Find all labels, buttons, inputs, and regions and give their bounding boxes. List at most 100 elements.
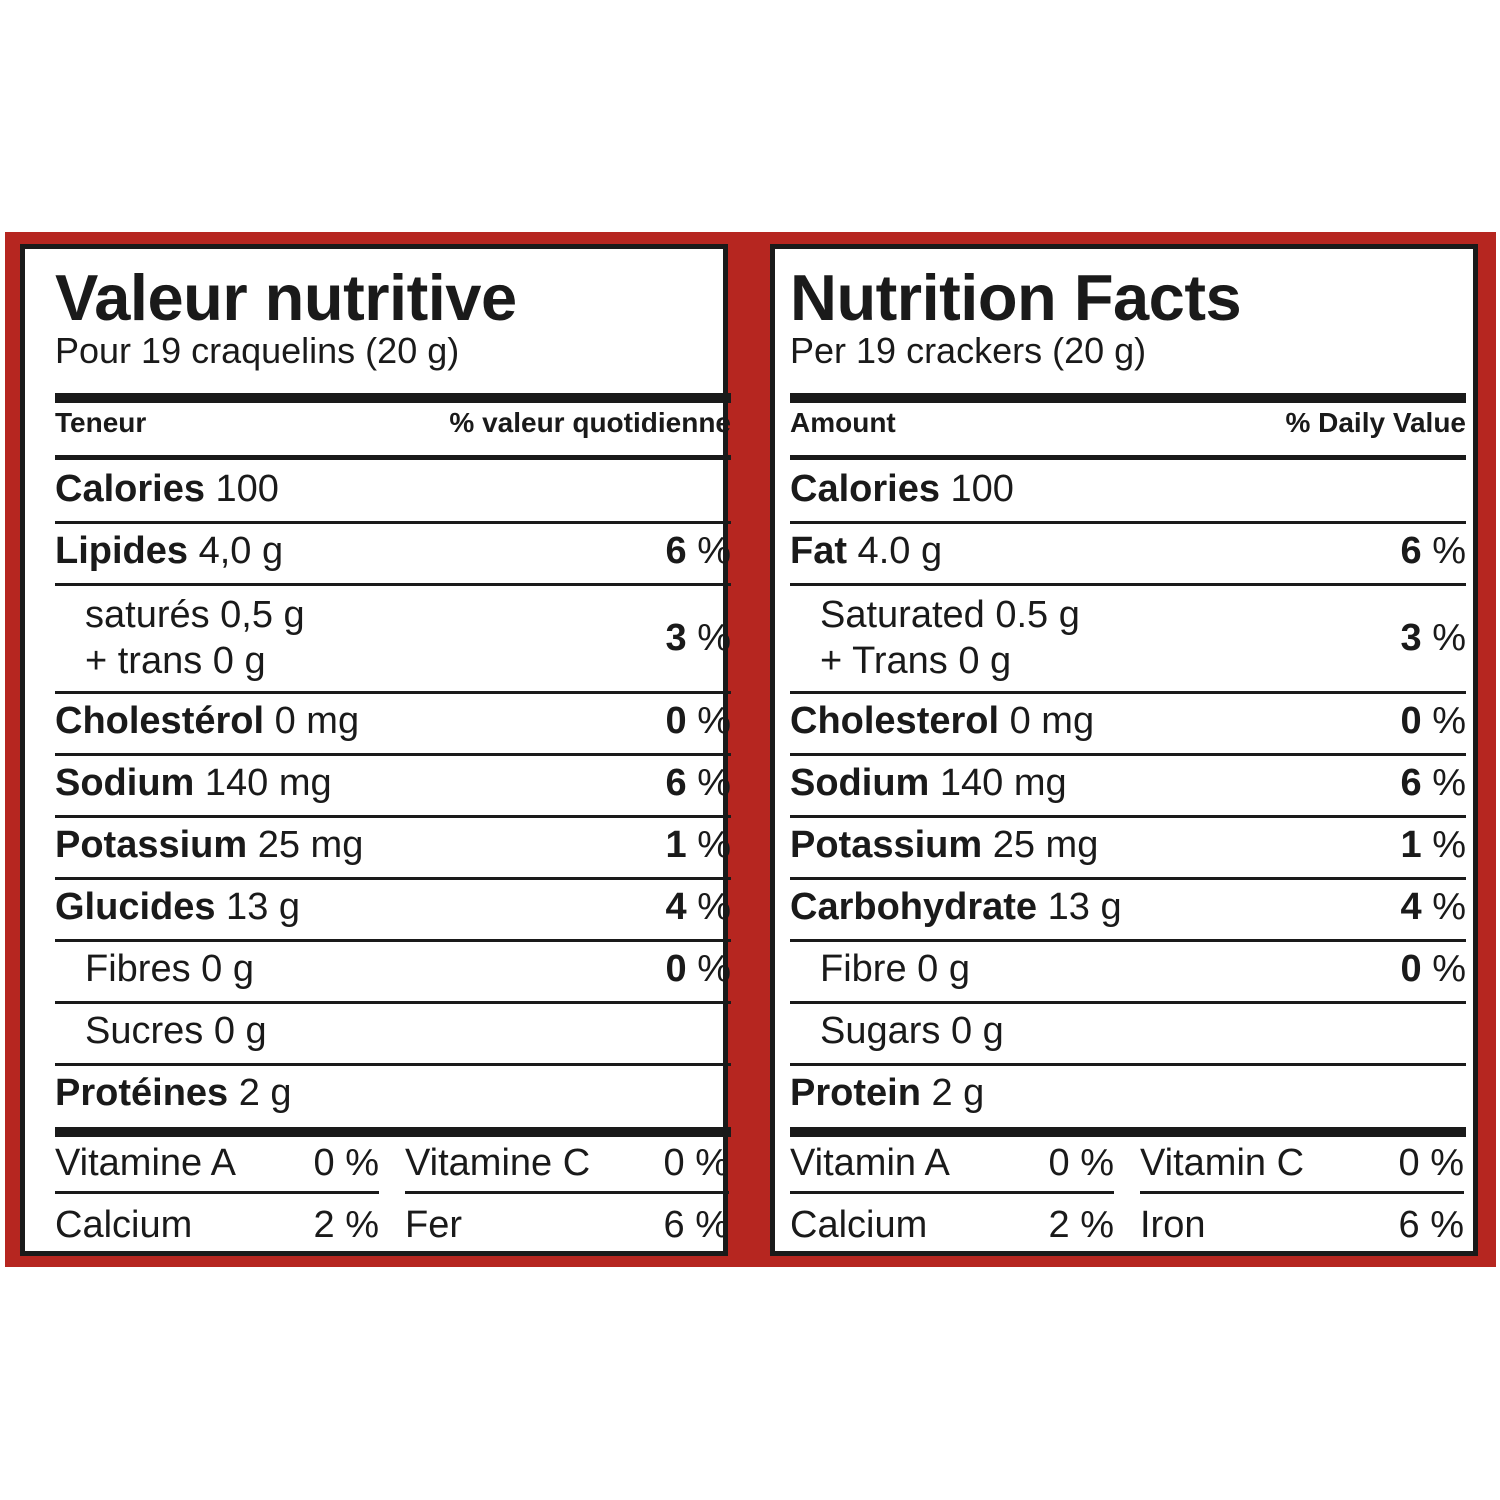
nutrient-name: Lipides — [55, 530, 189, 572]
cholesterol-row: Cholesterol 0 mg 0 % — [790, 699, 1466, 743]
divider — [55, 1191, 379, 1194]
percent-sign: % — [1421, 886, 1466, 928]
divider — [1140, 1191, 1464, 1194]
divider-thick — [790, 393, 1466, 403]
nutrient-amount: 2 g — [920, 1072, 985, 1114]
daily-value-number: 0 — [665, 948, 687, 990]
daily-value-number: 6 — [665, 530, 687, 572]
divider — [790, 1001, 1466, 1004]
daily-value-number: 3 — [665, 617, 687, 659]
potassium-row: Potassium 25 mg 1 % — [790, 823, 1466, 867]
percent-sign: % — [1421, 530, 1466, 572]
nutrient-name: Carbohydrate — [790, 886, 1038, 928]
nutrient-name: Protéines — [55, 1072, 229, 1114]
mineral-value: 2 % — [1048, 1204, 1114, 1246]
divider — [790, 1191, 1114, 1194]
divider-thick — [55, 1127, 731, 1137]
percent-sign: % — [1421, 824, 1466, 866]
nutrient-name: Fat — [790, 530, 847, 572]
sugars-label: Sucres 0 g — [85, 1010, 267, 1052]
label-title: Nutrition Facts — [790, 261, 1242, 334]
sodium-row: Sodium 140 mg 6 % — [55, 761, 731, 805]
divider — [790, 1063, 1466, 1066]
nutrient-amount: 140 mg — [194, 762, 332, 804]
carbohydrate-row: Carbohydrate 13 g 4 % — [790, 885, 1466, 929]
nutrient-amount: 100 — [204, 468, 279, 510]
percent-sign: % — [686, 824, 731, 866]
daily-value-number: 1 — [665, 824, 687, 866]
protein-row: Protein 2 g — [790, 1071, 1466, 1115]
daily-value-number: 3 — [1400, 617, 1422, 659]
divider — [790, 753, 1466, 756]
nutrient-amount: 0 mg — [264, 700, 360, 742]
label-title: Valeur nutritive — [55, 261, 517, 334]
vitamin-value: 0 % — [313, 1142, 379, 1184]
divider — [55, 939, 731, 942]
divider — [55, 753, 731, 756]
nutrient-amount: 2 g — [228, 1072, 292, 1114]
daily-value-header: % valeur quotidienne — [449, 407, 731, 438]
nutrient-amount: 4,0 g — [188, 530, 284, 572]
mineral-value: 6 % — [663, 1204, 729, 1246]
nutrient-amount: 100 — [939, 468, 1014, 510]
percent-sign: % — [1421, 762, 1466, 804]
divider — [790, 521, 1466, 524]
nutrient-amount: 13 g — [215, 886, 301, 928]
fibre-label: Fibres 0 g — [85, 948, 254, 990]
divider — [55, 691, 731, 694]
mineral-name: Calcium — [55, 1204, 193, 1246]
nutrient-name: Calories — [55, 468, 205, 510]
percent-sign: % — [1421, 617, 1466, 659]
calories-row: Calories 100 — [790, 467, 1466, 511]
daily-value-number: 0 — [1400, 948, 1422, 990]
vitamin-name: Vitamine A — [55, 1142, 236, 1184]
nutrient-amount: 25 mg — [247, 824, 364, 866]
saturated-trans-row: saturés 0,5 g + trans 0 g 3 % — [55, 589, 731, 687]
percent-sign: % — [1421, 948, 1466, 990]
vitamin-name: Vitamine C — [405, 1142, 591, 1184]
daily-value-number: 6 — [1400, 762, 1422, 804]
trans-fat: + Trans 0 g — [820, 640, 1012, 682]
mineral-value: 6 % — [1398, 1204, 1464, 1246]
fibre-row: Fibres 0 g 0 % — [55, 947, 731, 991]
percent-sign: % — [686, 700, 731, 742]
percent-sign: % — [686, 948, 731, 990]
divider-thick — [790, 1127, 1466, 1137]
mineral-value: 2 % — [313, 1204, 379, 1246]
vitamin-c-row: Vitamine C 0 % — [405, 1141, 729, 1185]
saturated-fat: saturés 0,5 g — [85, 594, 305, 636]
divider — [55, 877, 731, 880]
column-header: Teneur % valeur quotidienne — [55, 407, 731, 439]
nutrient-name: Sodium — [790, 762, 930, 804]
nutrient-amount: 25 mg — [982, 824, 1099, 866]
nutrient-amount: 0 mg — [999, 700, 1095, 742]
iron-row: Fer 6 % — [405, 1203, 729, 1247]
divider — [55, 1063, 731, 1066]
nutrient-amount: 140 mg — [929, 762, 1067, 804]
divider-thick — [55, 393, 731, 403]
potassium-row: Potassium 25 mg 1 % — [55, 823, 731, 867]
divider — [790, 877, 1466, 880]
mineral-name: Iron — [1140, 1204, 1206, 1246]
mineral-name: Fer — [405, 1204, 462, 1246]
nutrient-name: Cholestérol — [55, 700, 265, 742]
divider — [405, 1191, 729, 1194]
divider — [790, 455, 1466, 460]
daily-value-number: 4 — [665, 886, 687, 928]
nutrition-label-english: Nutrition Facts Per 19 crackers (20 g) A… — [770, 244, 1478, 1256]
saturated-trans-row: Saturated 0.5 g + Trans 0 g 3 % — [790, 589, 1466, 687]
cholesterol-row: Cholestérol 0 mg 0 % — [55, 699, 731, 743]
divider — [55, 583, 731, 586]
vitamin-value: 0 % — [663, 1142, 729, 1184]
vitamin-a-row: Vitamin A 0 % — [790, 1141, 1114, 1185]
percent-sign: % — [686, 617, 731, 659]
sugars-row: Sugars 0 g — [790, 1009, 1466, 1053]
nutrient-name: Glucides — [55, 886, 216, 928]
mineral-name: Calcium — [790, 1204, 928, 1246]
fibre-label: Fibre 0 g — [820, 948, 970, 990]
divider — [790, 815, 1466, 818]
percent-sign: % — [686, 886, 731, 928]
nutrient-name: Potassium — [790, 824, 983, 866]
divider — [790, 691, 1466, 694]
divider — [790, 939, 1466, 942]
